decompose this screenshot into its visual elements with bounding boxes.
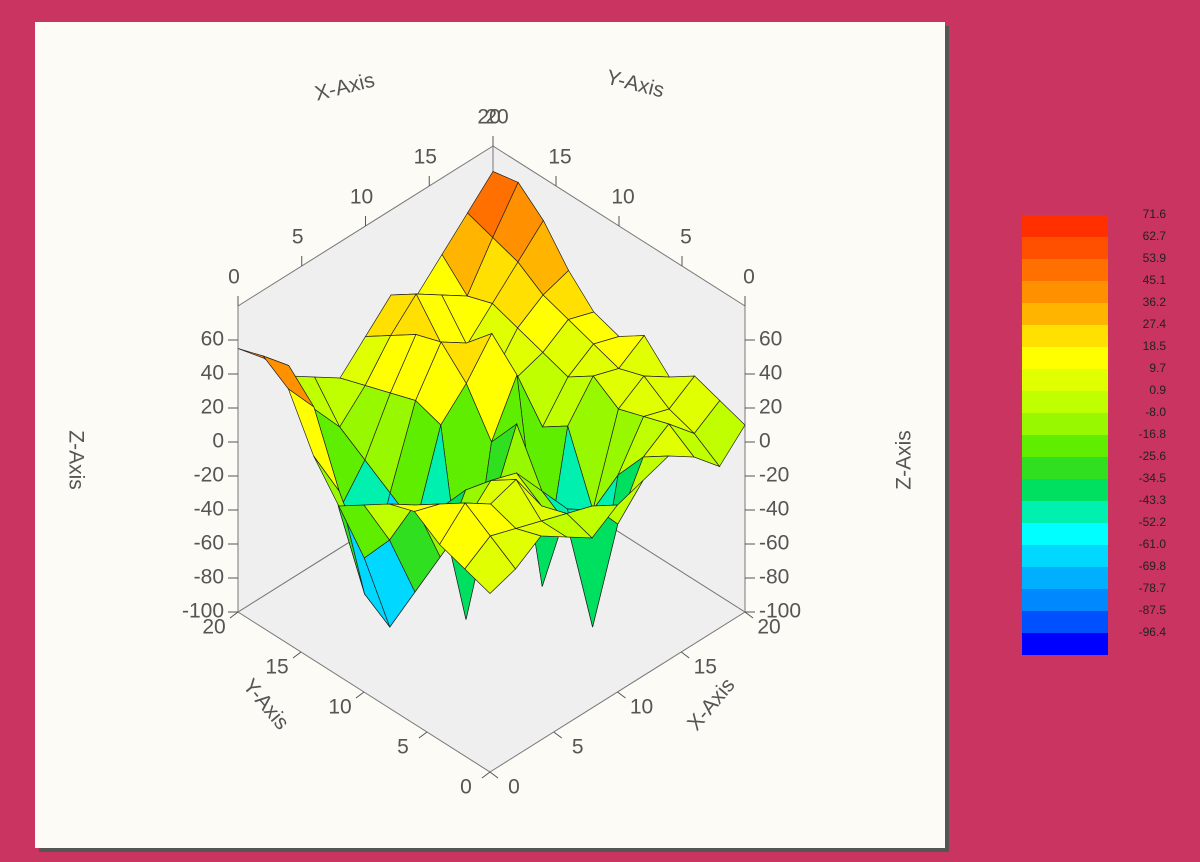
tick-mark [481,771,491,779]
legend-swatch [1022,237,1108,259]
legend-label: 27.4 [1143,317,1167,331]
tick-label: 0 [460,776,472,799]
legend-swatch [1022,391,1108,413]
legend-label: 62.7 [1143,229,1167,243]
legend-swatch [1022,633,1108,655]
tick-label: 10 [328,696,351,719]
tick-mark [744,611,754,619]
tick-label: -40 [194,498,224,521]
legend-label: 0.9 [1149,383,1166,397]
legend-label: -69.8 [1139,559,1167,573]
legend-label: 45.1 [1143,273,1167,287]
tick-label: 0 [212,430,224,453]
legend-label: -8.0 [1145,405,1166,419]
tick-label: -80 [194,566,224,589]
legend-swatch [1022,501,1108,523]
tick-label: 10 [350,186,373,209]
tick-label: -100 [759,600,801,623]
tick-label: 20 [759,396,782,419]
tick-label: 5 [680,226,692,249]
tick-label: 0 [228,266,240,289]
tick-label: 20 [202,616,225,639]
legend-label: 9.7 [1149,361,1166,375]
tick-label: -80 [759,566,789,589]
tick-label: 15 [414,146,437,169]
legend-label: -61.0 [1139,537,1167,551]
legend-label: -52.2 [1139,515,1167,529]
tick-label: 15 [548,146,571,169]
legend-label: -25.6 [1139,449,1167,463]
legend-swatch [1022,347,1108,369]
legend-label: -87.5 [1139,603,1167,617]
tick-label: -40 [759,498,789,521]
tick-label: 10 [630,696,653,719]
tick-label: -100 [182,600,224,623]
tick-mark [680,651,690,659]
tick-label: -60 [194,532,224,555]
legend-swatch [1022,479,1108,501]
tick-label: 20 [485,106,508,129]
tick-label: 20 [201,396,224,419]
tick-mark [553,731,563,739]
legend-swatch [1022,303,1108,325]
legend-swatch [1022,523,1108,545]
legend-label: -96.4 [1139,625,1167,639]
legend-label: 18.5 [1143,339,1167,353]
tick-label: 0 [743,266,755,289]
axis-title: Z-Axis [893,430,916,490]
tick-label: 60 [201,328,224,351]
legend-swatch [1022,413,1108,435]
tick-label: -60 [759,532,789,555]
tick-mark [355,691,365,699]
legend-swatch [1022,435,1108,457]
tick-mark [292,651,302,659]
legend-swatch [1022,589,1108,611]
legend-label: 36.2 [1143,295,1167,309]
legend-label: -43.3 [1139,493,1167,507]
tick-label: 5 [397,736,409,759]
tick-mark [229,611,239,619]
legend-swatch [1022,281,1108,303]
tick-label: 20 [757,616,780,639]
legend-swatch [1022,457,1108,479]
legend-label: -78.7 [1139,581,1167,595]
tick-label: 5 [292,226,304,249]
legend-swatch [1022,369,1108,391]
legend-swatch [1022,567,1108,589]
tick-label: 15 [265,656,288,679]
legend-label: -16.8 [1139,427,1167,441]
legend-label: -34.5 [1139,471,1167,485]
legend-label: 53.9 [1143,251,1167,265]
tick-mark [617,691,626,699]
legend-swatch [1022,545,1108,567]
axis-title: Z-Axis [64,430,87,490]
tick-label: 40 [759,362,782,385]
tick-label: 40 [201,362,224,385]
tick-mark [489,771,499,779]
legend-swatch [1022,325,1108,347]
legend-swatch [1022,215,1108,237]
tick-label: 10 [611,186,634,209]
legend-swatch [1022,611,1108,633]
tick-label: 0 [759,430,771,453]
tick-label: 20 [477,106,500,129]
tick-label: -20 [759,464,789,487]
tick-label: 5 [572,736,584,759]
tick-label: 15 [694,656,717,679]
surface-cell [464,535,516,594]
tick-label: 0 [508,776,520,799]
legend-label: 71.6 [1143,207,1167,221]
tick-label: 60 [759,328,782,351]
tick-label: -20 [194,464,224,487]
legend-swatch [1022,259,1108,281]
tick-mark [418,731,428,739]
